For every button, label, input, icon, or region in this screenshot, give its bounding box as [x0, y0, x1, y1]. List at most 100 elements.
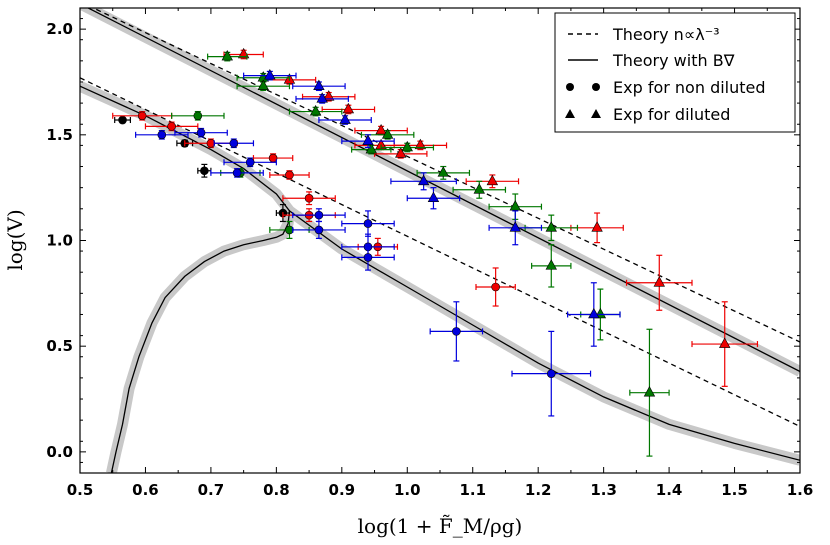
circle-marker — [363, 253, 373, 262]
legend-triangle-marker-1 — [565, 109, 575, 118]
diluted-point-33 — [488, 210, 543, 246]
y-tick-label: 1.5 — [46, 126, 73, 144]
circle-marker — [452, 327, 461, 336]
diluted-point-11 — [691, 301, 759, 387]
triangle-marker — [401, 140, 413, 152]
non-diluted-point-12 — [475, 267, 516, 307]
x-axis-label: log(1 + F̃_M/ρg) — [358, 514, 523, 538]
circle-marker — [491, 282, 500, 292]
x-tick-label: 1.6 — [787, 481, 814, 499]
y-tick-label: 0.0 — [46, 443, 73, 461]
theory-dashed-diluted — [91, 8, 800, 343]
x-tick-label: 0.7 — [198, 481, 225, 499]
circle-marker — [314, 210, 324, 220]
triangle-marker — [643, 386, 656, 397]
triangle-marker — [588, 307, 600, 319]
diluted-point-15 — [288, 104, 343, 117]
diluted-point-28 — [295, 92, 349, 104]
legend-label-dashed: Theory n∝λ⁻³ — [612, 25, 720, 44]
diluted-point-34 — [567, 282, 621, 347]
legend-label-circle: Exp for non diluted — [613, 78, 766, 97]
circle-marker — [285, 170, 294, 180]
triangle-marker — [509, 200, 521, 211]
theory-solid-diluted — [86, 8, 800, 373]
triangle-marker — [237, 47, 250, 59]
circle-marker — [157, 130, 167, 140]
triangle-marker — [437, 166, 449, 177]
triangle-marker — [427, 191, 440, 203]
x-tick-label: 1.3 — [590, 481, 617, 499]
triangle-marker — [264, 69, 276, 80]
triangle-marker — [365, 142, 377, 154]
triangle-marker — [545, 221, 557, 232]
diluted-point-7 — [393, 138, 448, 151]
non-diluted-point-9 — [282, 191, 336, 206]
diluted-point-30 — [341, 134, 395, 149]
theory-dashed-non-diluted — [80, 77, 800, 428]
circle-marker — [196, 128, 206, 138]
triangle-marker — [414, 138, 427, 150]
triangle-marker — [375, 123, 387, 135]
x-tick-label: 0.6 — [132, 481, 159, 499]
non-diluted-point-20 — [210, 168, 264, 178]
diluted-point-12 — [207, 49, 248, 62]
circle-marker — [118, 115, 127, 125]
diluted-point-18 — [380, 140, 435, 153]
triangle-marker — [221, 49, 233, 61]
triangle-marker — [316, 92, 328, 103]
non-diluted-point-18 — [213, 138, 255, 149]
diluted-point-8 — [465, 174, 520, 189]
diluted-point-14 — [236, 79, 291, 92]
x-tick-label: 1.0 — [394, 481, 421, 499]
non-diluted-point-7 — [252, 153, 294, 163]
legend-label-solid: Theory with B∇ — [612, 51, 735, 70]
legend-circle-marker-2 — [592, 83, 600, 91]
non-diluted-point-2 — [197, 163, 212, 178]
circle-marker — [363, 219, 373, 228]
circle-marker — [546, 369, 556, 378]
circle-marker — [167, 122, 176, 131]
theory-lines — [80, 8, 800, 473]
diluted-point-29 — [318, 113, 372, 125]
non-diluted-point-15 — [269, 220, 310, 239]
circle-marker — [245, 157, 255, 167]
triangle-marker — [362, 134, 374, 145]
triangle-marker — [473, 183, 485, 194]
triangle-marker — [257, 79, 269, 91]
y-axis-label: log(V) — [3, 209, 27, 270]
theory-solid-non-diluted — [80, 85, 800, 461]
triangle-marker — [339, 113, 351, 124]
triangle-marker — [381, 128, 394, 139]
x-tick-label: 0.8 — [263, 481, 290, 499]
theory-solid-branch-band — [106, 210, 295, 473]
x-tick-label: 0.9 — [329, 481, 356, 499]
axis-ticks: 0.5 0.6 0.7 0.8 0.9 1.0 1.1 1.2 1.3 1.4 1.5 1.6 0.0 0… — [46, 8, 813, 499]
triangle-marker — [342, 102, 355, 114]
circle-marker — [200, 166, 209, 176]
legend-label-triangle: Exp for diluted — [613, 105, 730, 124]
circle-marker — [232, 168, 242, 178]
x-tick-label: 1.5 — [721, 481, 748, 499]
non-diluted-point-27 — [511, 330, 592, 417]
triangle-marker — [309, 104, 322, 116]
y-tick-label: 1.0 — [46, 232, 73, 250]
circle-marker — [193, 111, 203, 121]
triangle-marker — [313, 79, 325, 91]
diluted-point-10 — [625, 254, 693, 311]
non-diluted-point-21 — [292, 208, 346, 223]
diluted-point-4 — [354, 123, 408, 136]
non-diluted-point-13 — [171, 110, 225, 121]
circle-marker — [137, 111, 147, 121]
triangle-marker — [509, 221, 521, 232]
non-diluted-point-17 — [174, 127, 228, 138]
diluted-point-31 — [390, 172, 457, 191]
legend-triangle-marker-2 — [591, 109, 601, 118]
non-diluted-point-26 — [429, 301, 484, 362]
non-diluted-point-0 — [114, 115, 131, 125]
theory-solid-branch — [110, 210, 291, 473]
non-diluted-point-19 — [223, 157, 277, 168]
triangle-marker — [395, 147, 407, 158]
diluted-point-9 — [570, 212, 624, 244]
x-tick-label: 1.1 — [459, 481, 486, 499]
